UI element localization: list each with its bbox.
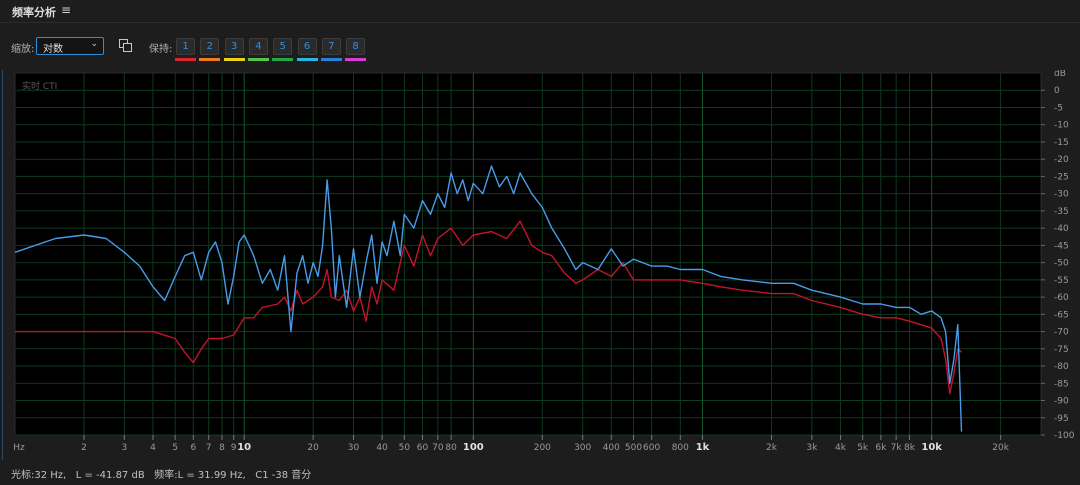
freq-tick-label: 8: [219, 443, 225, 453]
status-bar: 光标:32 Hz, L = -41.87 dB 频率:L = 31.99 Hz,…: [11, 466, 311, 481]
freq-tick-label: 8k: [904, 443, 916, 453]
scale-dropdown[interactable]: 对数 ⌄: [36, 37, 104, 55]
hold-label: 保持:: [149, 44, 173, 55]
db-tick-label: -75: [1054, 345, 1069, 355]
frequency-readout: 频率:L = 31.99 Hz,: [154, 470, 246, 481]
hold-color-3: [223, 58, 245, 61]
spectrum-chart: 0 -5 -10 -15 -20 -25 -30 -35 -40 -45 -50 -55 -60 -65 -…: [13, 70, 1075, 453]
hold-button-7[interactable]: 7: [321, 38, 341, 55]
freq-tick-label: 9: [231, 443, 237, 453]
freq-tick-label: 200: [534, 443, 551, 453]
freq-tick-label: 20: [307, 443, 319, 453]
db-tick-label: -65: [1054, 310, 1069, 320]
cursor-readout: 光标:32 Hz, L = -41.87 dB: [11, 470, 145, 481]
db-tick-label: -95: [1054, 414, 1069, 424]
freq-tick-label: 2k: [766, 443, 778, 453]
frequency-plot[interactable]: 0 -5 -10 -15 -20 -25 -30 -35 -40 -45 -50 -55 -60 -65 -…: [0, 70, 1080, 460]
db-tick-label: -70: [1054, 328, 1069, 338]
hold-color-1: [175, 58, 196, 61]
db-tick-label: -100: [1054, 431, 1075, 441]
scale-label: 缩放:: [11, 44, 35, 55]
db-tick-label: -30: [1054, 190, 1069, 200]
plot-background: [14, 72, 1042, 436]
freq-tick-label: 80: [445, 443, 457, 453]
hold-button-8[interactable]: 8: [346, 38, 366, 55]
db-tick-label: -85: [1054, 379, 1069, 389]
panel-menu-icon[interactable]: ≡: [61, 3, 72, 17]
freq-tick-label: 20k: [992, 443, 1009, 453]
chevron-down-icon: ⌄: [90, 39, 98, 49]
freq-tick-label: 70: [432, 443, 444, 453]
freq-tick-label: 800: [672, 443, 689, 453]
db-tick-label: -40: [1054, 224, 1069, 234]
freq-tick-label: 600: [643, 443, 660, 453]
freq-tick-label: 50: [399, 443, 411, 453]
db-tick-label: 0: [1054, 86, 1060, 96]
hold-color-6: [296, 58, 318, 61]
db-tick-label: -45: [1054, 241, 1069, 251]
hold-button-6[interactable]: 6: [297, 38, 317, 55]
freq-tick-label: 6k: [875, 443, 887, 453]
pitch-readout: C1 -38 音分: [255, 470, 312, 481]
hold-button-3[interactable]: 3: [224, 38, 244, 55]
hold-color-8: [345, 58, 367, 61]
hold-color-7: [320, 58, 342, 61]
freq-tick-label: 1k: [696, 442, 710, 453]
freq-tick-label: 5: [172, 443, 178, 453]
db-tick-label: -35: [1054, 207, 1069, 217]
freq-tick-label: 7k: [891, 443, 903, 453]
freq-tick-label: 3: [121, 443, 127, 453]
db-tick-label: -80: [1054, 362, 1069, 372]
header-divider: [0, 22, 1080, 23]
freq-tick-label: 2: [81, 443, 87, 453]
freq-tick-label: 40: [376, 443, 388, 453]
series-line-blue: [14, 165, 963, 432]
freq-tick-label: 5k: [857, 443, 869, 453]
hold-color-4: [247, 58, 269, 61]
db-tick-label: -55: [1054, 276, 1069, 286]
freq-tick-label: 7: [206, 443, 212, 453]
realtime-label: 实时 CTI: [22, 82, 58, 92]
db-tick-label: -50: [1054, 259, 1069, 269]
hold-button-5[interactable]: 5: [273, 38, 293, 55]
db-tick-label: -15: [1054, 138, 1069, 148]
freq-tick-label: 400: [603, 443, 620, 453]
freq-tick-label: 4k: [835, 443, 847, 453]
panel-title: 频率分析: [12, 6, 56, 19]
hold-button-4[interactable]: 4: [248, 38, 268, 55]
freq-tick-label: 6: [190, 443, 196, 453]
db-tick-label: -60: [1054, 293, 1069, 303]
copy-icon[interactable]: [119, 39, 132, 52]
freq-tick-label: 3k: [806, 443, 818, 453]
freq-tick-label: 30: [348, 443, 360, 453]
left-edge-line: [2, 70, 3, 460]
freq-tick-label: 60: [417, 443, 429, 453]
series-line-red: [15, 220, 962, 395]
hold-button-2[interactable]: 2: [200, 38, 220, 55]
db-tick-label: -10: [1054, 121, 1069, 131]
freq-tick-label: 100: [463, 442, 484, 453]
hold-color-2: [199, 58, 221, 61]
db-unit-label: dB: [1054, 70, 1066, 79]
db-tick-label: -25: [1054, 172, 1069, 182]
freq-tick-label: 4: [150, 443, 156, 453]
freq-tick-label: 10k: [921, 442, 942, 453]
hold-button-1[interactable]: 1: [176, 38, 195, 55]
panel-header: 频率分析 ≡: [0, 0, 1080, 22]
freq-tick-label: 10: [237, 442, 251, 453]
db-tick-label: -20: [1054, 155, 1069, 165]
db-tick-label: -5: [1054, 103, 1063, 113]
scale-value: 对数: [43, 44, 63, 55]
freq-tick-label: 300: [574, 443, 591, 453]
freq-tick-label: 500: [625, 443, 642, 453]
freq-unit-label: Hz: [13, 443, 25, 453]
db-tick-label: -90: [1054, 397, 1069, 407]
hold-color-5: [272, 58, 294, 61]
